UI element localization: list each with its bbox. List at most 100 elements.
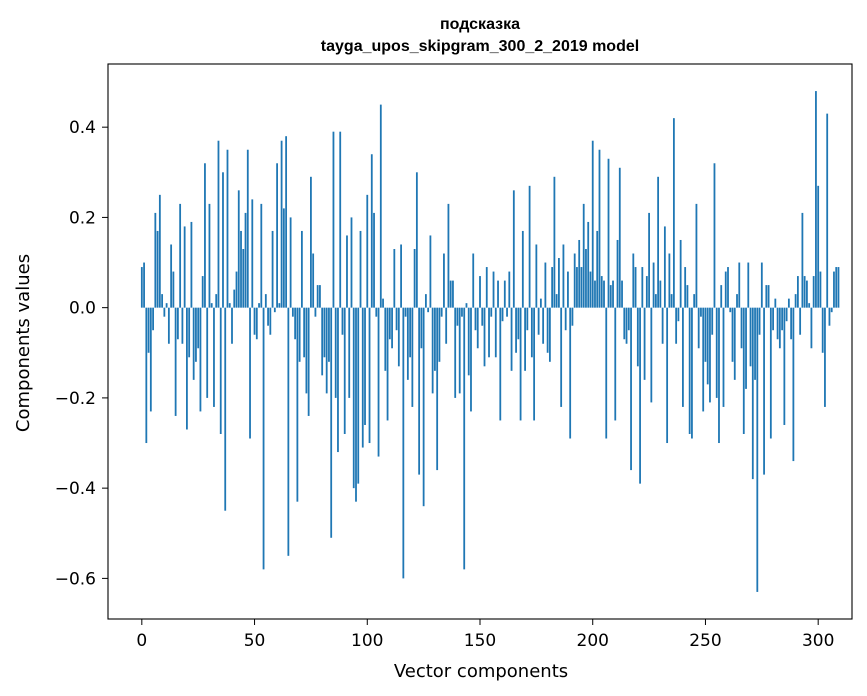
bar-47 [246, 149, 249, 308]
bar-169 [521, 230, 524, 308]
x-axis-label: Vector components [394, 661, 568, 682]
bar-6 [154, 212, 157, 308]
bar-125 [422, 307, 425, 507]
x-tick-label: 300 [802, 631, 834, 651]
bar-65 [287, 307, 290, 556]
bar-85 [332, 131, 335, 308]
bar-274 [758, 307, 761, 335]
bar-146 [470, 307, 472, 412]
bar-83 [328, 307, 330, 362]
bar-212 [618, 167, 621, 308]
y-tick-label: 0.4 [69, 118, 96, 138]
bar-216 [627, 307, 630, 331]
bar-105 [377, 307, 380, 457]
bar-260 [727, 267, 729, 308]
bar-148 [474, 307, 477, 331]
bar-203 [598, 149, 601, 308]
bar-84 [330, 307, 333, 538]
bar-151 [481, 307, 484, 326]
bar-124 [420, 307, 423, 349]
x-axis-ticks: 0 50 100 150 200 250 300 [136, 619, 834, 651]
bar-35 [219, 307, 222, 434]
bar-241 [684, 267, 687, 308]
bar-75 [310, 176, 312, 308]
bar-128 [429, 235, 432, 308]
bar-66 [289, 217, 292, 308]
bar-252 [709, 307, 711, 403]
bar-202 [596, 230, 599, 308]
bar-244 [691, 307, 693, 439]
bar-115 [400, 244, 402, 308]
bar-59 [273, 307, 276, 313]
bar-90 [343, 307, 346, 434]
bar-56 [267, 307, 269, 326]
bar-86 [334, 307, 337, 398]
bar-161 [503, 280, 506, 308]
bar-100 [366, 194, 369, 308]
bar-series [140, 91, 840, 592]
bar-31 [210, 303, 213, 308]
bar-119 [409, 307, 412, 358]
bar-165 [512, 190, 515, 308]
bar-200 [591, 140, 594, 308]
bar-80 [321, 307, 324, 376]
bar-237 [675, 307, 678, 344]
bar-28 [204, 163, 206, 308]
x-tick-label: 100 [351, 631, 383, 651]
bar-64 [285, 136, 288, 308]
bar-196 [582, 203, 585, 308]
bar-63 [282, 208, 285, 308]
bar-121 [413, 249, 416, 308]
bar-16 [176, 307, 179, 340]
bar-206 [605, 307, 608, 439]
bar-294 [803, 276, 806, 308]
bar-46 [244, 212, 247, 308]
bar-152 [483, 307, 486, 367]
bar-39 [228, 303, 231, 308]
bar-139 [454, 307, 457, 398]
chart-title-line-1: подсказка [440, 16, 520, 33]
bar-72 [303, 307, 306, 358]
bar-57 [269, 307, 272, 335]
bar-4 [149, 307, 152, 412]
bar-106 [379, 104, 382, 308]
bar-104 [375, 307, 378, 317]
bar-45 [242, 249, 245, 308]
y-axis-label: Components values [13, 254, 34, 432]
bar-130 [434, 307, 436, 371]
bar-301 [819, 271, 822, 308]
bar-76 [312, 253, 315, 308]
bar-233 [666, 307, 669, 444]
bar-229 [657, 176, 660, 308]
bar-22 [190, 221, 193, 308]
x-tick-label: 0 [136, 631, 147, 651]
bar-135 [445, 307, 448, 344]
bar-276 [763, 307, 765, 475]
bar-195 [580, 267, 583, 308]
bar-36 [222, 172, 224, 308]
bar-0 [140, 267, 143, 308]
x-tick-label: 200 [577, 631, 609, 651]
bar-26 [199, 307, 202, 412]
bar-192 [573, 253, 576, 308]
bar-269 [747, 262, 750, 308]
bar-288 [790, 307, 793, 340]
bar-131 [436, 307, 439, 471]
bar-94 [352, 307, 355, 489]
bar-54 [262, 307, 265, 570]
bar-5 [152, 307, 154, 331]
bar-243 [688, 307, 691, 434]
bar-88 [339, 131, 342, 308]
bar-246 [695, 203, 698, 308]
bar-15 [174, 307, 177, 416]
bar-239 [679, 239, 682, 308]
bar-93 [350, 217, 353, 308]
bar-194 [578, 239, 581, 308]
bar-155 [490, 307, 493, 317]
bar-141 [458, 307, 461, 394]
y-tick-label: 0.2 [69, 208, 96, 228]
bar-184 [555, 294, 558, 308]
bar-11 [165, 303, 168, 308]
bar-270 [749, 307, 752, 367]
bar-14 [172, 271, 175, 308]
